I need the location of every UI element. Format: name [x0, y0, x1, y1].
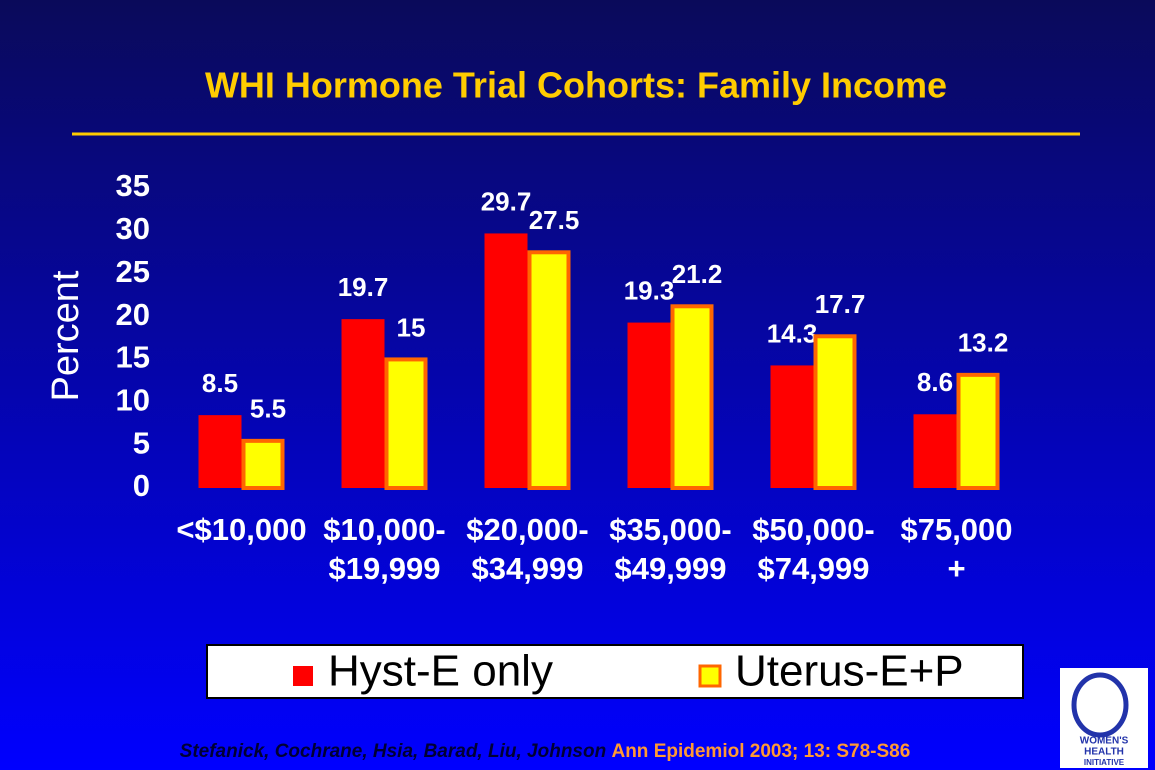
logo-line: WOMEN'S	[1080, 736, 1129, 747]
bar	[484, 233, 528, 488]
bar	[670, 304, 714, 490]
bar	[341, 319, 385, 488]
bar	[770, 365, 814, 488]
citation: Stefanick, Cochrane, Hsia, Barad, Liu, J…	[180, 741, 911, 762]
y-tick-label: 15	[116, 340, 150, 375]
data-label: 14.3	[767, 318, 818, 348]
bar	[956, 372, 1000, 491]
data-label: 17.7	[815, 289, 866, 319]
bar	[627, 322, 671, 488]
y-tick-label: 10	[116, 382, 150, 417]
x-tick-label: $50,000-	[752, 512, 874, 547]
data-label: 5.5	[250, 394, 286, 424]
data-label: 29.7	[481, 186, 532, 216]
x-tick-label: $75,000	[900, 512, 1012, 547]
y-tick-label: 25	[116, 254, 150, 289]
y-tick-label: 5	[133, 425, 150, 460]
data-label: 19.7	[338, 272, 389, 302]
x-tick-label: $74,999	[757, 551, 869, 586]
citation-journal: Ann Epidemiol 2003; 13: S78-S86	[611, 741, 910, 762]
data-label: 13.2	[958, 328, 1009, 358]
logo-figure	[1071, 672, 1129, 738]
legend-label: Uterus-E+P	[735, 647, 964, 696]
data-label: 27.5	[529, 205, 580, 235]
legend-label: Hyst-E only	[328, 647, 553, 696]
citation-authors: Stefanick, Cochrane, Hsia, Barad, Liu, J…	[180, 741, 607, 762]
bar	[527, 250, 571, 490]
x-tick-label: $19,999	[328, 551, 440, 586]
legend-box	[206, 644, 1024, 699]
logo-line: INITIATIVE	[1084, 758, 1125, 767]
x-tick-label: $34,999	[471, 551, 583, 586]
legend-swatch	[698, 664, 722, 688]
x-tick-label: $20,000-	[466, 512, 588, 547]
data-label: 21.2	[672, 259, 723, 289]
legend-swatch	[293, 666, 313, 686]
x-tick-label: $10,000-	[323, 512, 445, 547]
y-tick-label: 30	[116, 211, 150, 246]
data-label: 19.3	[624, 275, 675, 305]
x-tick-label: <$10,000	[176, 512, 306, 547]
bar	[241, 438, 285, 491]
bar	[813, 334, 857, 490]
data-label: 8.5	[202, 368, 238, 398]
x-tick-label: +	[947, 551, 965, 586]
data-label: 15	[397, 312, 426, 342]
x-tick-label: $35,000-	[609, 512, 731, 547]
y-axis-label: Percent	[45, 270, 87, 401]
bar	[384, 357, 428, 490]
y-tick-label: 0	[133, 468, 150, 503]
y-tick-label: 35	[116, 168, 150, 203]
bar	[913, 414, 957, 488]
chart-title: WHI Hormone Trial Cohorts: Family Income	[205, 65, 947, 106]
x-tick-label: $49,999	[614, 551, 726, 586]
y-tick-label: 20	[116, 297, 150, 332]
data-label: 8.6	[917, 367, 953, 397]
bar	[198, 415, 242, 488]
logo-line: HEALTH	[1084, 747, 1124, 758]
